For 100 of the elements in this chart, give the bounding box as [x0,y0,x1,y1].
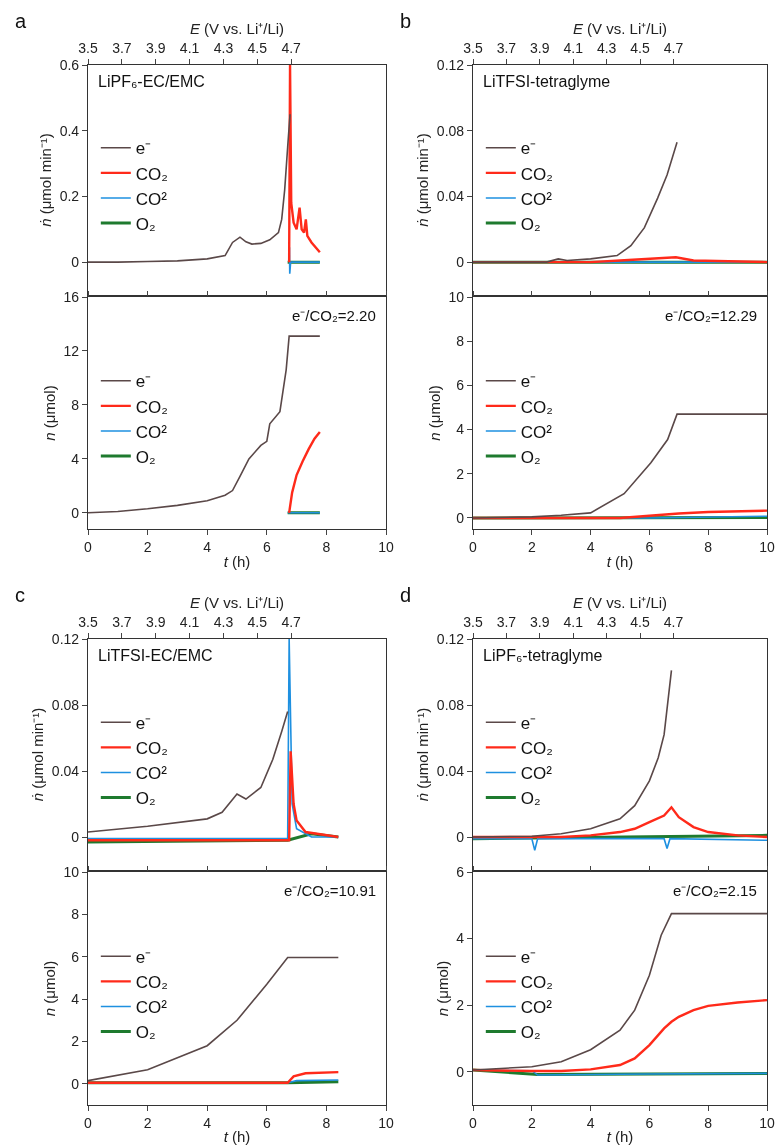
x2-tick-label: 4.7 [663,40,684,57]
y-tick-label: 0 [71,828,80,845]
x2-tick-label: 4.1 [179,614,200,631]
legend-label: CO² [135,998,168,1018]
legend-label: e⁻ [520,139,537,159]
annotation: e⁻/CO₂=2.15 [673,882,757,899]
y-axis-title: ṅ (μmol min⁻¹) [414,133,432,227]
x2-tick-label: 3.7 [112,40,132,57]
x-tick-label: 4 [203,1114,212,1131]
y-tick-label: 0 [71,1075,80,1092]
x-tick-label: 0 [84,1114,93,1131]
y-tick-label: 0.2 [59,188,80,205]
x-tick-label: 0 [469,538,478,555]
x-tick-label: 10 [378,1114,394,1131]
legend-label: CO₂ [135,739,168,759]
x-tick-label: 2 [143,538,152,555]
x2-tick-label: 3.5 [78,40,98,57]
chart-title: a [15,10,27,32]
x-tick-label: 8 [704,538,713,555]
y-tick-label: 0.12 [436,56,465,73]
y-tick-label: 0.6 [59,56,80,73]
y-axis-title: n (μmol) [40,385,58,441]
x-tick-label: 6 [262,1114,271,1131]
legend-label: e⁻ [135,139,152,159]
legend-label: CO₂ [520,397,553,417]
x2-tick-label: 4.7 [663,614,684,631]
x-tick-label: 0 [84,538,93,555]
y-tick-label: 10 [448,288,465,305]
y-tick-label: 0 [456,1063,465,1080]
x2-tick-label: 4.1 [179,40,200,57]
x2-tick-label: 4.3 [213,614,234,631]
x2-tick-label: 3.5 [78,614,98,631]
legend-label: O₂ [135,214,156,234]
x-tick-label: 6 [645,1114,654,1131]
legend-label: O₂ [135,447,156,467]
x-tick-label: 6 [262,538,271,555]
x2-axis-title: E (V vs. Li⁺/Li) [572,19,668,37]
annotation: LiTFSI-EC/EMC [98,647,213,664]
x-tick-label: 2 [143,1114,152,1131]
y-tick-label: 0 [71,254,80,271]
annotation: e⁻/CO₂=10.91 [284,882,377,899]
legend-label: e⁻ [520,372,537,392]
y-axis-title: n (μmol) [425,385,443,441]
legend-label: O₂ [520,214,541,234]
legend-label: CO₂ [135,973,168,993]
x-axis-title: t (h) [223,552,251,570]
y-tick-label: 0.04 [51,762,80,779]
y-tick-label: 0 [456,509,465,526]
y-tick-label: 0.08 [436,122,465,139]
y-tick-label: 6 [456,377,465,394]
x2-tick-label: 4.3 [596,40,617,57]
x2-tick-label: 3.7 [112,614,132,631]
y-tick-label: 2 [456,465,465,482]
y-tick-label: 2 [71,1033,80,1050]
y-tick-label: 0.04 [436,762,465,779]
y-tick-label: 0.08 [436,696,465,713]
y-tick-label: 4 [71,450,80,467]
legend-label: CO₂ [135,397,168,417]
legend-label: O₂ [135,789,156,809]
annotation: LiPF₆-EC/EMC [98,73,205,90]
legend-label: e⁻ [520,713,537,733]
y-tick-label: 8 [71,396,80,413]
y-tick-label: 0 [71,504,80,521]
y-tick-label: 16 [63,288,80,305]
x2-tick-label: 3.9 [530,40,550,57]
x2-axis-title: E (V vs. Li⁺/Li) [572,593,668,611]
x2-axis-title: E (V vs. Li⁺/Li) [189,19,285,37]
y-tick-label: 4 [71,990,80,1007]
x-axis-title: t (h) [606,1128,634,1145]
y-tick-label: 0.12 [51,630,80,647]
x2-tick-label: 4.1 [563,40,584,57]
x-tick-label: 4 [203,538,212,555]
x2-tick-label: 4.5 [630,40,650,57]
x-tick-label: 4 [586,1114,595,1131]
chart-title: d [400,584,412,606]
y-tick-label: 0 [456,828,465,845]
legend-label: e⁻ [520,947,537,967]
y-tick-label: 6 [71,948,80,965]
y-axis-title: ṅ (μmol min⁻¹) [29,707,47,802]
legend-label: CO₂ [520,164,553,184]
legend-label: O₂ [520,789,541,809]
legend-label: CO² [135,764,168,784]
y-tick-label: 4 [456,421,465,438]
x2-tick-label: 4.5 [247,40,268,57]
y-axis-title: ṅ (μmol min⁻¹) [414,707,432,802]
y-tick-label: 0.08 [51,696,80,713]
y-tick-label: 0.4 [59,122,80,139]
x2-axis-title: E (V vs. Li⁺/Li) [189,593,285,611]
x2-tick-label: 3.7 [496,614,517,631]
legend-label: CO₂ [520,739,553,759]
x-tick-label: 2 [527,538,536,555]
x-tick-label: 4 [586,538,595,555]
x2-tick-label: 4.1 [563,614,584,631]
chart-title: b [400,10,412,32]
x2-tick-label: 3.9 [146,614,166,631]
y-tick-label: 6 [456,863,465,880]
x-tick-label: 8 [322,538,331,555]
x-tick-label: 6 [645,538,654,555]
y-axis-title: n (μmol) [40,960,58,1017]
y-tick-label: 0.04 [436,188,465,205]
